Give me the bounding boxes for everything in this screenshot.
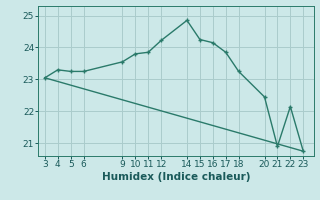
X-axis label: Humidex (Indice chaleur): Humidex (Indice chaleur): [102, 172, 250, 182]
